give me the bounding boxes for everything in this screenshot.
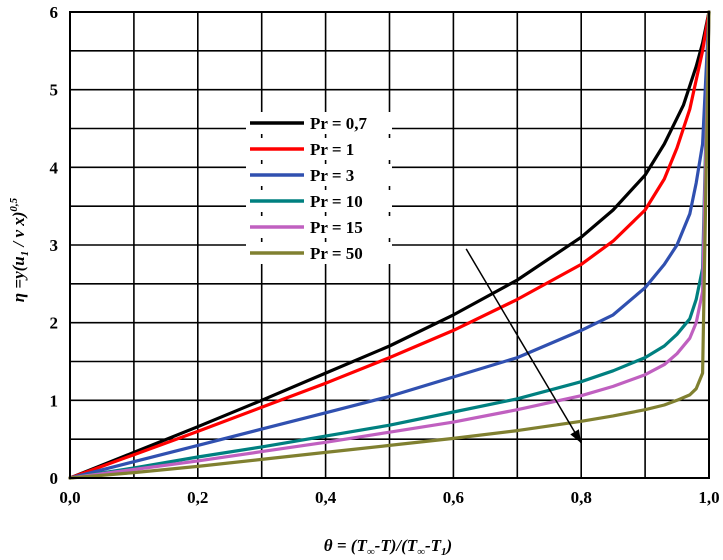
legend-label: Pr = 10 [310, 192, 363, 211]
series-line-2 [68, 10, 711, 480]
legend: Pr = 0,7 Pr = 1 Pr = 3 Pr = 10 Pr = 15 Pr = 5… [246, 112, 392, 264]
legend-entry-bg [246, 242, 392, 264]
series-line-5 [68, 10, 711, 480]
legend-entry-bg [246, 216, 392, 238]
legend-label: Pr = 1 [310, 140, 354, 159]
arrow-head [570, 429, 582, 444]
x-tick-label: 0,4 [315, 488, 337, 507]
y-tick-label: 4 [50, 158, 59, 177]
legend-entry-bg [246, 138, 392, 160]
x-tick-label: 0,0 [59, 488, 80, 507]
legend-entry-bg [246, 190, 392, 212]
tick-labels: 0,0 0,2 0,4 0,6 0,8 1,0 0 1 2 3 4 5 6 [50, 3, 720, 507]
series-line-4 [68, 10, 711, 480]
x-tick-label: 0,2 [187, 488, 208, 507]
x-tick-label: 0,8 [571, 488, 592, 507]
legend-entry-bg [246, 112, 392, 134]
series-line-3 [68, 10, 711, 480]
x-tick-label: 0,6 [443, 488, 464, 507]
y-tick-label: 3 [50, 236, 59, 255]
plot-frame [69, 11, 710, 479]
x-axis-label: θ = (T∞-T)/(T∞-T1) [324, 536, 452, 558]
y-tick-label: 5 [50, 81, 59, 100]
legend-label: Pr = 50 [310, 244, 363, 263]
legend-label: Pr = 0,7 [310, 114, 368, 133]
series-line-1 [68, 10, 711, 480]
arrow-shaft [465, 248, 582, 444]
legend-entry-bg [246, 164, 392, 186]
annotation [465, 248, 582, 444]
legend-label: Pr = 15 [310, 218, 363, 237]
legend-label: Pr = 3 [310, 166, 354, 185]
y-tick-label: 6 [50, 3, 59, 22]
plot-border [69, 11, 710, 479]
y-axis-label: η =y(u1 / ν x)0,5 [8, 197, 31, 302]
y-tick-label: 1 [50, 391, 59, 410]
x-tick-label: 1,0 [698, 488, 719, 507]
series-line-6 [68, 10, 711, 480]
y-tick-label: 2 [50, 314, 59, 333]
series-lines [68, 10, 711, 480]
y-tick-label: 0 [50, 469, 59, 488]
